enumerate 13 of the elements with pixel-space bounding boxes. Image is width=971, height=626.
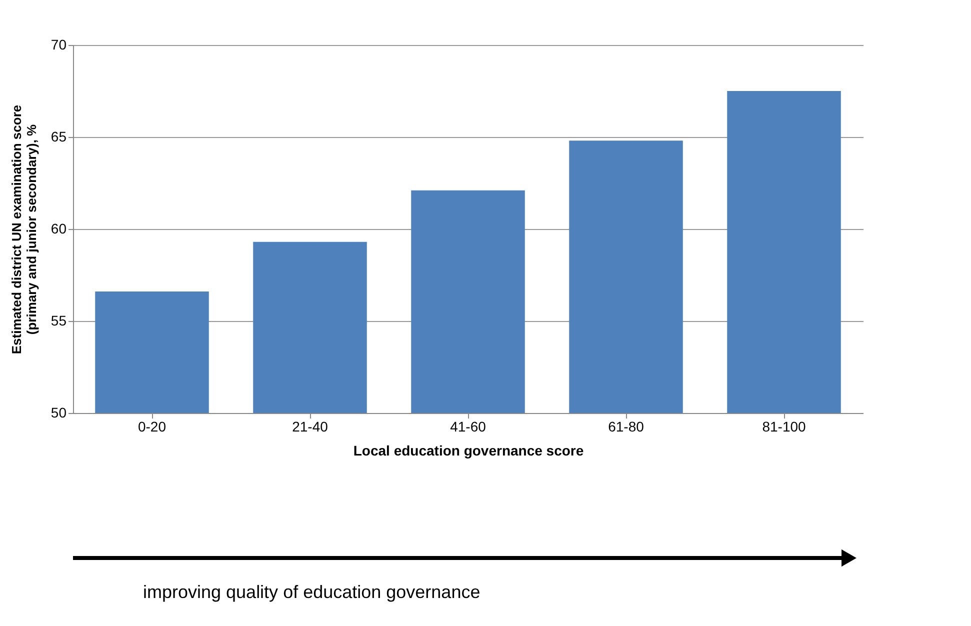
x-tick-label: 81-100: [762, 418, 806, 434]
y-tick-label: 55: [50, 312, 67, 328]
y-tick-label: 50: [50, 404, 67, 420]
y-tick-label: 65: [50, 128, 67, 144]
x-axis-title: Local education governance score: [353, 442, 584, 458]
y-tick-label: 60: [50, 220, 67, 236]
x-tick-label: 41-60: [450, 418, 486, 434]
text: improving quality of education governance: [143, 582, 480, 602]
x-tick-label: 0-20: [138, 418, 166, 434]
y-axis-title: Estimated district UN examination score (primary and junior secondary), %: [8, 104, 39, 354]
x-tick-label: 61-80: [608, 418, 644, 434]
y-tick-label: 70: [50, 36, 67, 52]
x-tick-label: 21-40: [292, 418, 328, 434]
